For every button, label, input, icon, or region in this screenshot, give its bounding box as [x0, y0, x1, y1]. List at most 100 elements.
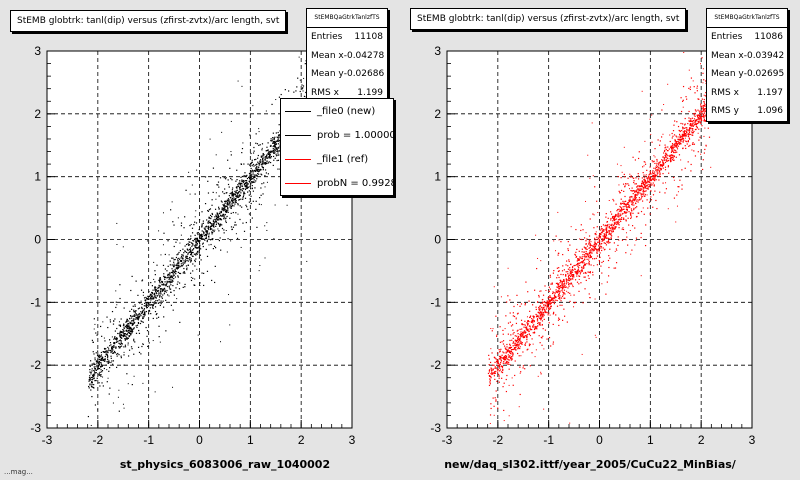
scatter-point — [572, 276, 574, 278]
scatter-point — [536, 315, 538, 318]
scatter-point — [561, 304, 563, 306]
scatter-point — [658, 171, 661, 173]
scatter-point — [604, 233, 606, 236]
scatter-point — [105, 348, 107, 350]
scatter-point — [491, 330, 493, 332]
scatter-point — [115, 347, 117, 349]
scatter-point — [133, 340, 135, 342]
scatter-point — [575, 251, 577, 253]
scatter-point — [279, 134, 281, 136]
scatter-point — [117, 341, 119, 343]
scatter-point — [679, 135, 681, 137]
scatter-point — [524, 332, 526, 334]
scatter-point — [142, 314, 145, 316]
scatter-point — [174, 276, 177, 278]
scatter-point — [619, 219, 621, 221]
scatter-point — [664, 166, 667, 168]
scatter-point — [127, 323, 129, 325]
scatter-point — [261, 183, 263, 185]
scatter-point — [598, 241, 601, 243]
scatter-point — [257, 173, 259, 175]
scatter-point — [177, 266, 180, 268]
scatter-point — [177, 262, 179, 264]
scatter-point — [277, 168, 279, 170]
scatter-point — [239, 188, 241, 190]
scatter-point — [570, 263, 572, 265]
scatter-point — [570, 273, 572, 275]
scatter-point — [680, 142, 682, 144]
scatter-point — [189, 259, 191, 261]
scatter-point — [261, 143, 264, 145]
scatter-point — [630, 214, 632, 216]
scatter-point — [518, 335, 520, 338]
scatter-point — [278, 146, 280, 148]
scatter-point — [273, 137, 275, 139]
scatter-point — [95, 332, 97, 334]
scatter-point — [154, 295, 156, 297]
scatter-point — [518, 344, 520, 347]
scatter-point — [641, 177, 643, 179]
scatter-point — [643, 174, 645, 176]
scatter-point — [664, 154, 666, 156]
scatter-point — [578, 270, 580, 272]
scatter-point — [508, 359, 510, 361]
scatter-point — [511, 324, 514, 326]
scatter-point — [688, 134, 690, 136]
scatter-point — [583, 276, 585, 278]
scatter-point — [94, 372, 96, 374]
scatter-point — [166, 281, 168, 283]
scatter-point — [694, 92, 696, 94]
scatter-point — [495, 315, 497, 317]
scatter-point — [651, 178, 653, 180]
scatter-point — [539, 305, 541, 307]
scatter-point — [520, 342, 522, 344]
scatter-point — [517, 340, 519, 342]
scatter-point — [526, 341, 528, 343]
scatter-point — [264, 175, 266, 177]
scatter-point — [552, 297, 554, 299]
scatter-point — [258, 164, 260, 166]
scatter-point — [561, 289, 563, 291]
scatter-point — [178, 272, 181, 274]
scatter-point — [609, 257, 611, 259]
scatter-point — [636, 199, 638, 201]
scatter-point — [488, 358, 490, 360]
scatter-point — [494, 397, 496, 399]
scatter-point — [702, 72, 704, 74]
scatter-point — [89, 369, 91, 371]
scatter-point — [681, 126, 684, 128]
scatter-point — [628, 204, 630, 206]
scatter-point — [644, 190, 646, 193]
scatter-point — [212, 224, 214, 226]
scatter-point — [520, 303, 523, 305]
scatter-point — [670, 151, 673, 153]
scatter-point — [553, 297, 555, 299]
scatter-point — [141, 320, 143, 323]
scatter-point — [643, 192, 645, 194]
scatter-point — [568, 274, 570, 276]
scatter-point — [149, 302, 151, 304]
scatter-point — [637, 186, 639, 188]
scatter-point — [201, 235, 204, 238]
scatter-point — [126, 320, 128, 322]
scatter-point — [224, 188, 226, 190]
scatter-point — [620, 214, 622, 216]
scatter-point — [686, 131, 688, 134]
scatter-point — [595, 248, 598, 251]
scatter-point — [154, 286, 156, 288]
scatter-point — [237, 192, 240, 194]
scatter-point — [611, 227, 613, 229]
scatter-point — [678, 142, 680, 144]
left-stats-mean-x: Mean x -0.04278 — [311, 50, 385, 61]
scatter-point — [151, 295, 153, 297]
scatter-point — [547, 301, 549, 303]
scatter-point — [585, 248, 587, 250]
scatter-point — [654, 179, 656, 182]
scatter-point — [226, 215, 228, 218]
scatter-point — [628, 184, 630, 186]
scatter-point — [660, 136, 663, 138]
scatter-point — [683, 132, 686, 134]
scatter-point — [216, 222, 218, 224]
scatter-point — [201, 223, 203, 225]
scatter-point — [198, 252, 200, 254]
